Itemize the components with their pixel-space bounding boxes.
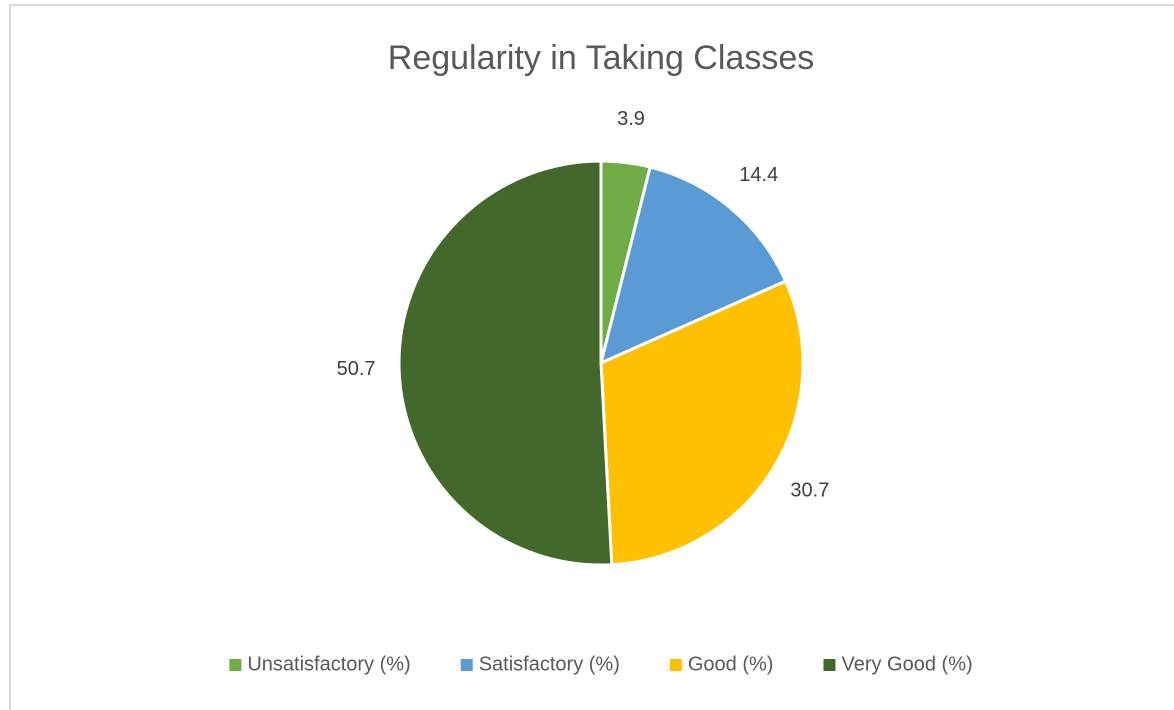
pie-slice (599, 279, 805, 567)
data-label: 50.7 (337, 358, 376, 380)
legend-label: Very Good (%) (841, 653, 972, 675)
legend-swatch (669, 659, 682, 671)
chart-title: Regularity in Taking Classes (388, 39, 814, 77)
pie-slice (598, 165, 788, 366)
data-label: 3.9 (617, 108, 645, 130)
data-label: 30.7 (790, 479, 829, 501)
data-label: 14.4 (739, 164, 778, 186)
legend-swatch (460, 659, 473, 671)
legend-label: Good (%) (688, 653, 774, 675)
legend-label: Unsatisfactory (%) (247, 653, 410, 675)
legend-label: Satisfactory (%) (479, 653, 620, 675)
legend-swatch (823, 659, 836, 671)
pie-slice (397, 159, 614, 567)
legend-swatch (229, 659, 242, 671)
legend: Unsatisfactory (%) Satisfactory (%) Good (… (229, 653, 973, 675)
